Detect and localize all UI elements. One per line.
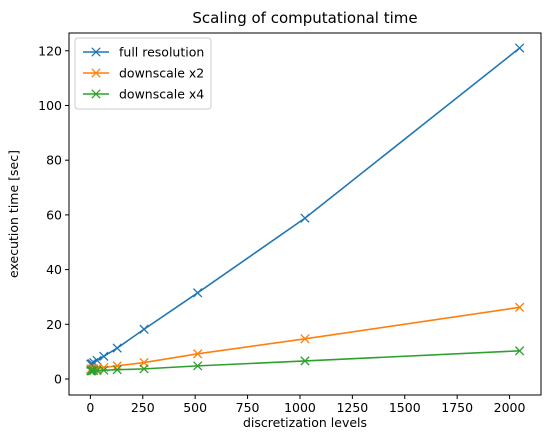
x-tick-label: 1250 xyxy=(336,400,368,415)
series-3-point xyxy=(139,364,149,374)
chart-title: Scaling of computational time xyxy=(192,9,417,27)
x-axis-label: discretization levels xyxy=(243,415,367,430)
y-tick-label: 100 xyxy=(38,98,62,113)
series-1-point xyxy=(514,43,525,53)
y-tick-label: 40 xyxy=(46,262,62,277)
y-tick-label: 60 xyxy=(46,207,62,222)
series-3-point xyxy=(300,356,310,366)
series-2-point xyxy=(193,349,203,359)
series-2-point xyxy=(514,302,525,312)
series-layer xyxy=(86,43,525,376)
series-3-point xyxy=(89,365,99,376)
series-1-point xyxy=(112,343,122,353)
legend-marker xyxy=(91,47,101,57)
legend-marker xyxy=(91,68,101,78)
series-1-point xyxy=(99,351,109,361)
x-tick-label: 1500 xyxy=(389,400,421,415)
series-3 xyxy=(86,346,525,376)
y-tick-label: 80 xyxy=(46,153,62,168)
y-tick-label: 120 xyxy=(38,43,62,58)
y-axis-label: execution time [sec] xyxy=(6,150,21,278)
series-1-point xyxy=(139,324,149,334)
legend-label: full resolution xyxy=(119,45,204,60)
series-1-point xyxy=(300,213,310,223)
series-2-point xyxy=(300,334,310,344)
x-tick-label: 750 xyxy=(236,400,260,415)
series-3-point xyxy=(514,346,525,356)
ticks-layer: 0 250 500 750 1000 1250 1500 1750 2000 0 20 40 60 80 1… xyxy=(38,43,525,415)
series-3-point xyxy=(112,365,122,375)
x-tick-label: 500 xyxy=(183,400,207,415)
legend-entry: downscale x4 xyxy=(83,87,204,102)
x-tick-label: 2000 xyxy=(494,400,526,415)
x-tick-label: 250 xyxy=(131,400,155,415)
legend-entry: downscale x2 xyxy=(83,66,204,81)
series-1-point xyxy=(193,288,203,298)
x-tick-label: 0 xyxy=(86,400,94,415)
series-2-point xyxy=(112,361,122,371)
series-3-point xyxy=(193,361,203,371)
x-tick-label: 1750 xyxy=(441,400,473,415)
y-tick-label: 20 xyxy=(46,317,62,332)
legend: full resolution downscale x2 downscale x4 xyxy=(74,37,212,110)
y-tick-label: 0 xyxy=(54,371,62,386)
legend-marker xyxy=(91,89,101,99)
legend-box xyxy=(74,37,212,110)
x-tick-label: 1000 xyxy=(284,400,316,415)
plot-frame xyxy=(68,32,542,396)
series-3-point xyxy=(99,365,109,375)
legend-label: downscale x4 xyxy=(119,87,204,102)
legend-entry: full resolution xyxy=(83,45,204,60)
legend-label: downscale x2 xyxy=(119,66,204,81)
